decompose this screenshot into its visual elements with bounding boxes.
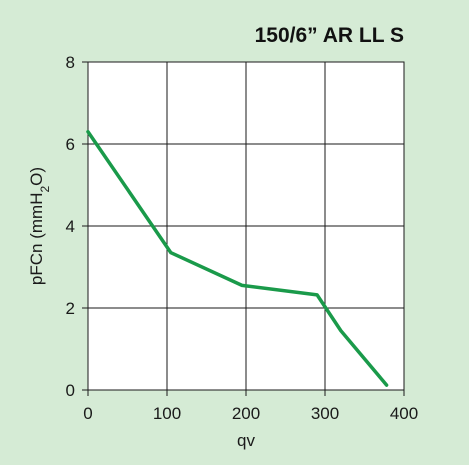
y-axis-label-main: pFCn (mmH — [27, 193, 46, 286]
x-tick-label: 400 — [390, 404, 418, 423]
y-axis-label-tail: O) — [27, 167, 46, 186]
y-tick-label: 4 — [66, 217, 75, 236]
series-group — [86, 129, 389, 387]
y-axis-label-subscript: 2 — [38, 186, 52, 193]
y-tick-label: 2 — [66, 299, 75, 318]
x-tick-label: 300 — [311, 404, 339, 423]
x-tick-label: 0 — [83, 404, 92, 423]
y-tick-label: 8 — [66, 53, 75, 72]
grid-lines — [88, 62, 404, 390]
x-tick-label: 200 — [232, 404, 260, 423]
y-axis-label: pFCn (mmH2O) — [27, 167, 52, 285]
pressure-curve-line — [86, 129, 389, 387]
y-tick-label: 0 — [66, 381, 75, 400]
y-tick-label: 6 — [66, 135, 75, 154]
x-tick-label: 100 — [153, 404, 181, 423]
axis-ticks: 0 100 200 300 400 0 2 4 6 8 — [66, 53, 419, 423]
x-axis-label: qv — [237, 431, 255, 450]
chart-title: 150/6” AR LL S — [255, 24, 404, 47]
